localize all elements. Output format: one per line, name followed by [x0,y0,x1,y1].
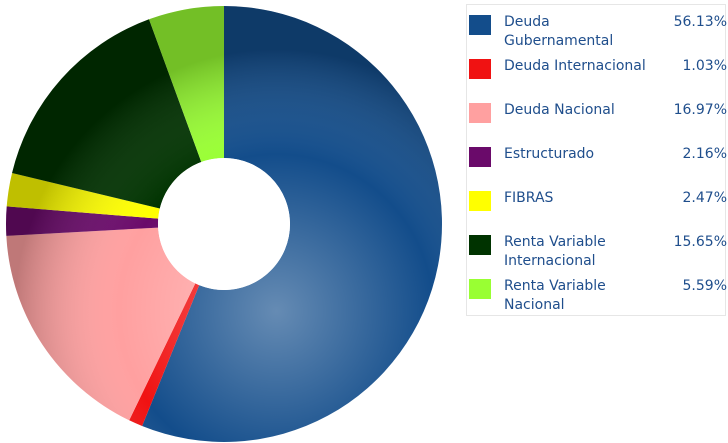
legend-value: 56.13% [673,14,727,30]
legend-value: 15.65% [673,234,727,250]
legend-swatch [469,15,491,35]
legend-label: Deuda Internacional [504,58,646,74]
chart [6,6,442,442]
legend: Deuda Gubernamental 56.13% Deuda Internaci… [466,4,727,316]
donut-hole [158,158,290,290]
legend-label: Renta Variable Internacional [504,234,606,269]
legend-swatch [469,191,491,211]
legend-label: Estructurado [504,146,595,162]
legend-value: 2.47% [682,190,727,206]
legend-label: FIBRAS [504,190,554,206]
legend-value: 1.03% [682,58,727,74]
legend-swatch [469,147,491,167]
legend-value: 16.97% [673,102,727,118]
legend-value: 5.59% [682,278,727,294]
legend-swatch [469,59,491,79]
legend-swatch [469,103,491,123]
legend-label: Deuda Gubernamental [504,14,614,49]
legend-value: 2.16% [682,146,727,162]
legend-label: Renta Variable Nacional [504,278,606,313]
legend-label: Deuda Nacional [504,102,615,118]
legend-swatch [469,279,491,299]
legend-swatch [469,235,491,255]
